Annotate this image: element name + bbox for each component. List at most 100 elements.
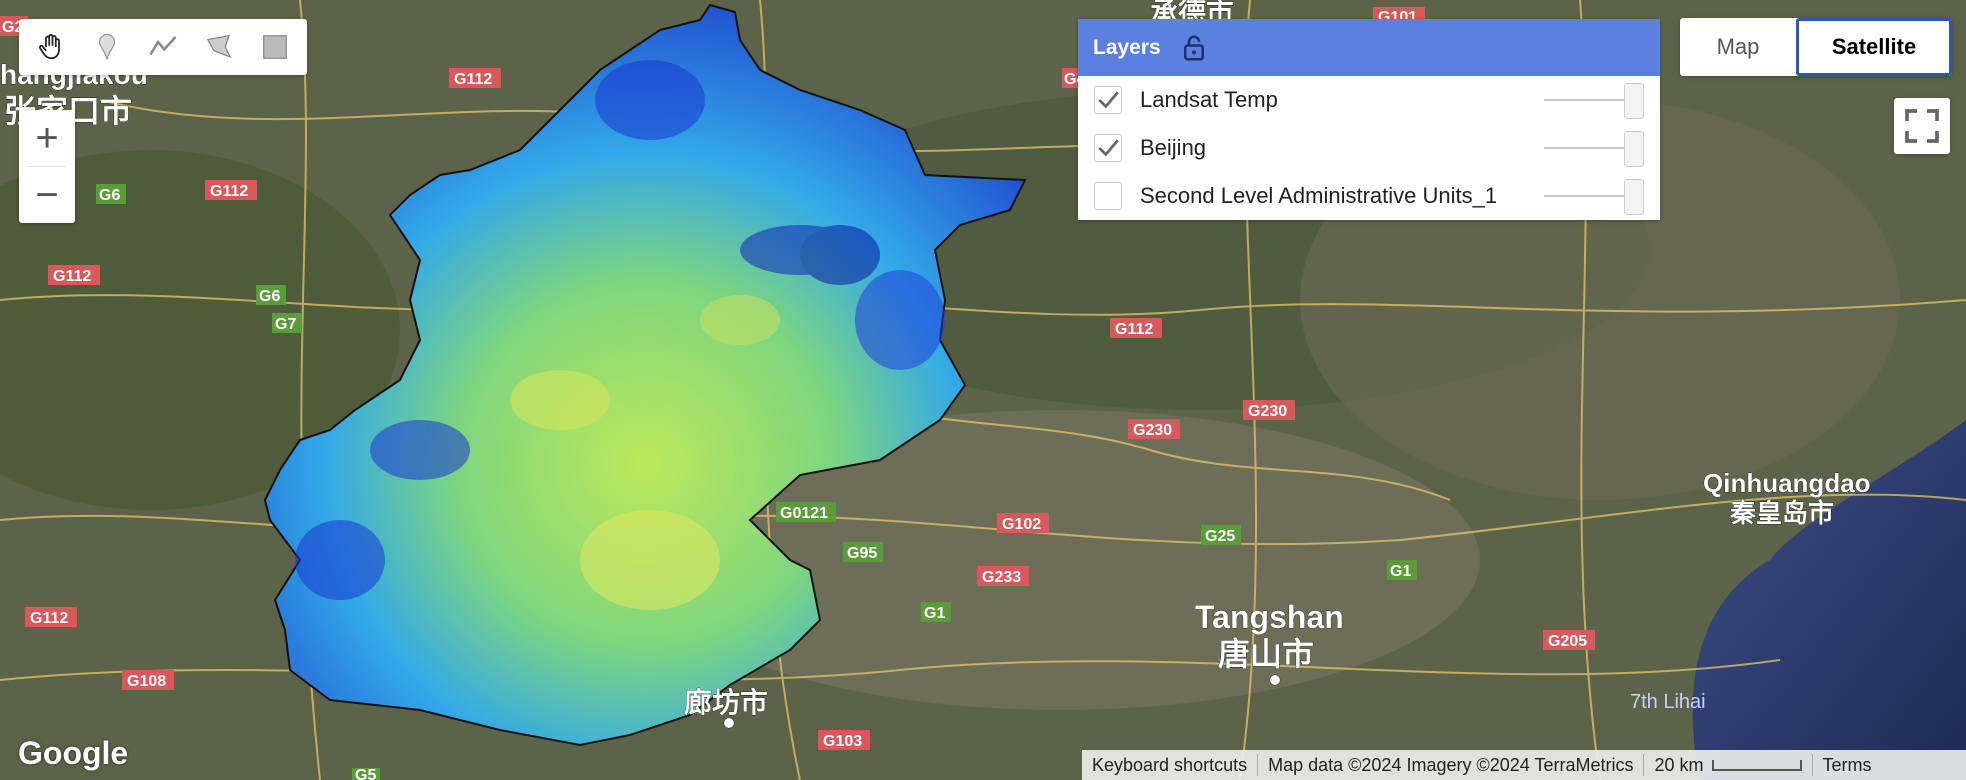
shield-g6: G6 xyxy=(256,285,286,305)
shield-g112: G112 xyxy=(1110,318,1162,338)
layer-opacity-slider[interactable] xyxy=(1544,172,1644,220)
terms-link[interactable]: Terms xyxy=(1822,754,1872,775)
shield-g0121: G0121 xyxy=(776,502,836,522)
water-7th-lihai: 7th Lihai xyxy=(1630,691,1706,713)
svg-text:G6: G6 xyxy=(99,187,120,204)
svg-text:G25: G25 xyxy=(1205,528,1235,545)
city-qinhuangdao-zh: 秦皇岛市 xyxy=(1729,498,1834,528)
shield-g112: G112 xyxy=(205,180,257,200)
terrain-patch xyxy=(640,410,1480,710)
zoom-control: + − xyxy=(19,110,75,223)
rectangle-tool-button[interactable] xyxy=(247,19,303,75)
layer-label: Landsat Temp xyxy=(1140,87,1278,112)
slider-thumb[interactable] xyxy=(1624,179,1644,215)
keyboard-shortcuts-link[interactable]: Keyboard shortcuts xyxy=(1092,754,1248,775)
svg-text:G108: G108 xyxy=(127,673,166,690)
attribution-bar: Keyboard shortcuts Map data ©2024 Imager… xyxy=(1082,750,1966,780)
shield-g1: G1 xyxy=(1387,560,1417,580)
google-logo: Google xyxy=(18,735,129,771)
svg-text:G102: G102 xyxy=(1002,516,1041,533)
svg-text:G95: G95 xyxy=(847,545,877,562)
heat-texture xyxy=(295,60,945,610)
svg-text:G112: G112 xyxy=(454,71,492,88)
pin-icon xyxy=(98,33,116,60)
svg-text:G112: G112 xyxy=(53,268,91,285)
layer-checkbox-beijing[interactable] xyxy=(1094,134,1122,162)
polygon-tool-button[interactable] xyxy=(191,19,247,75)
layer-opacity-slider[interactable] xyxy=(1544,124,1644,172)
scale-label: 20 km xyxy=(1654,754,1704,775)
attribution-divider xyxy=(1257,754,1259,776)
shield-g103: G103 xyxy=(818,730,870,750)
svg-text:G112: G112 xyxy=(30,610,68,627)
terrain-patch xyxy=(0,150,400,510)
drawing-toolbar xyxy=(19,19,307,75)
beijing-landsat-polygon[interactable] xyxy=(263,3,1027,747)
check-icon xyxy=(1098,139,1119,157)
shield-g25: G25 xyxy=(1201,525,1241,545)
layer-checkbox-admin-units[interactable] xyxy=(1094,182,1122,210)
svg-text:G1: G1 xyxy=(924,605,945,622)
layers-panel: Layers Landsat Temp Beijing Second Level… xyxy=(1078,19,1660,220)
layer-row-landsat-temp: Landsat Temp xyxy=(1078,76,1660,124)
layer-label: Second Level Administrative Units_1 xyxy=(1140,183,1498,208)
svg-text:G230: G230 xyxy=(1248,403,1287,420)
sea-area xyxy=(1692,420,1966,780)
city-tangshan-en: Tangshan xyxy=(1195,599,1344,635)
city-langfang-zh: 廊坊市 xyxy=(684,686,768,718)
svg-text:G6: G6 xyxy=(259,288,280,305)
shield-g233: G233 xyxy=(977,566,1029,586)
svg-text:G1: G1 xyxy=(1390,563,1411,580)
layers-header: Layers xyxy=(1078,19,1660,76)
svg-text:G103: G103 xyxy=(823,733,862,750)
polygon-icon xyxy=(206,34,232,59)
svg-text:G233: G233 xyxy=(982,569,1021,586)
hand-icon xyxy=(39,33,60,60)
slider-thumb[interactable] xyxy=(1624,131,1644,167)
shield-g108: G108 xyxy=(122,670,174,690)
shield-g230: G230 xyxy=(1128,419,1180,439)
shield-g230: G230 xyxy=(1243,400,1295,420)
map-type-satellite-button[interactable]: Satellite xyxy=(1796,18,1952,76)
zoom-out-button[interactable]: − xyxy=(35,172,59,217)
svg-text:G230: G230 xyxy=(1133,422,1172,439)
zoom-divider xyxy=(27,166,67,167)
line-tool-button[interactable] xyxy=(135,19,191,75)
scale-bar xyxy=(1711,760,1802,772)
svg-text:G112: G112 xyxy=(210,183,248,200)
svg-text:G7: G7 xyxy=(275,316,296,333)
rectangle-icon xyxy=(263,35,287,59)
layer-checkbox-landsat-temp[interactable] xyxy=(1094,86,1122,114)
svg-text:G112: G112 xyxy=(1115,321,1153,338)
scale-control[interactable]: 20 km xyxy=(1644,755,1811,776)
shield-g1: G1 xyxy=(921,602,951,622)
lock-icon[interactable] xyxy=(1179,33,1209,63)
shield-g112: G112 xyxy=(25,607,77,627)
fullscreen-button[interactable] xyxy=(1894,98,1950,154)
map-type-map-button[interactable]: Map xyxy=(1716,34,1760,59)
shield-g205: G205 xyxy=(1543,630,1595,650)
layer-opacity-slider[interactable] xyxy=(1544,76,1644,124)
shield-g6: G6 xyxy=(96,184,126,204)
svg-text:G2: G2 xyxy=(2,19,23,36)
shield-g7: G7 xyxy=(272,313,302,333)
slider-thumb[interactable] xyxy=(1624,83,1644,119)
zoom-in-button[interactable]: + xyxy=(35,115,59,160)
marker-tool-button[interactable] xyxy=(79,19,135,75)
hand-tool-button[interactable] xyxy=(23,19,79,75)
fullscreen-icon xyxy=(1905,109,1939,143)
layer-row-admin-units: Second Level Administrative Units_1 xyxy=(1078,172,1660,220)
city-tangshan-zh: 唐山市 xyxy=(1218,636,1314,672)
svg-text:G205: G205 xyxy=(1548,633,1587,650)
shield-g5: G5 xyxy=(352,767,380,780)
layer-row-beijing: Beijing xyxy=(1078,124,1660,172)
shield-g95: G95 xyxy=(843,542,883,562)
svg-text:G5: G5 xyxy=(355,767,376,780)
map-type-control: Map Satellite xyxy=(1680,18,1952,76)
attribution-divider xyxy=(1643,754,1645,776)
map-data-credit: Map data ©2024 Imagery ©2024 TerraMetric… xyxy=(1268,754,1634,775)
layer-label: Beijing xyxy=(1140,135,1207,160)
layers-title: Layers xyxy=(1093,35,1161,59)
check-icon xyxy=(1098,91,1119,109)
